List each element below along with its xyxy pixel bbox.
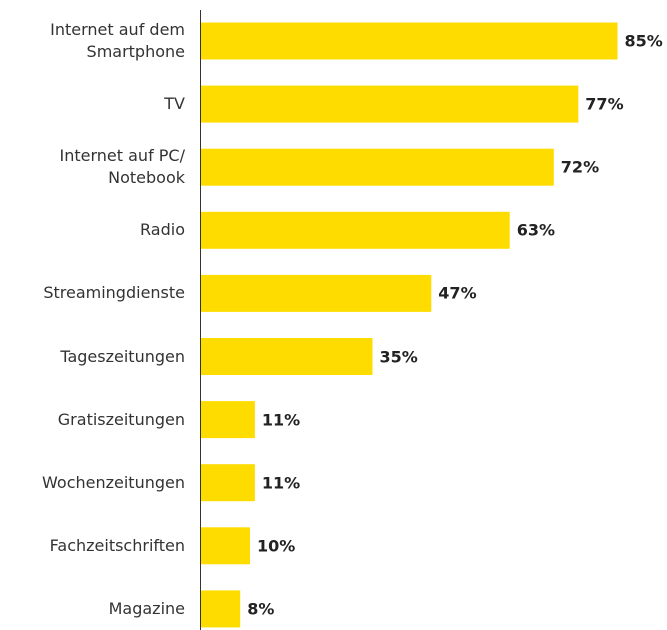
bar <box>201 338 373 375</box>
value-label: 72% <box>560 157 600 177</box>
value-label: 10% <box>257 536 296 556</box>
value-label: 77% <box>585 94 624 114</box>
category-label: Magazine <box>108 598 185 618</box>
category-label: Internet auf PC/ Notebook <box>59 146 186 188</box>
bar <box>201 211 510 249</box>
bar <box>201 590 241 628</box>
category-label: Fachzeitschriften <box>49 535 185 555</box>
value-label: 11% <box>261 473 301 493</box>
category-label: Gratiszeitungen <box>57 409 185 429</box>
value-label: 85% <box>624 31 663 51</box>
category-label: Radio <box>140 220 185 240</box>
category-label: Internet auf dem Smartphone <box>50 20 185 61</box>
bar <box>201 527 250 565</box>
bar <box>201 464 255 502</box>
category-label: Tageszeitungen <box>60 346 185 366</box>
bar <box>201 85 579 123</box>
value-label: 11% <box>261 410 301 430</box>
bar <box>201 274 432 312</box>
value-label: 8% <box>247 599 275 619</box>
bar <box>201 22 618 60</box>
category-label: TV <box>164 94 185 114</box>
bar <box>201 148 554 186</box>
value-label: 47% <box>438 283 477 303</box>
value-label: 63% <box>516 220 555 240</box>
bar <box>201 401 255 439</box>
category-label: Streamingdienste <box>43 283 185 303</box>
value-label: 35% <box>379 347 418 366</box>
category-label: Wochenzeitungen <box>42 472 185 492</box>
